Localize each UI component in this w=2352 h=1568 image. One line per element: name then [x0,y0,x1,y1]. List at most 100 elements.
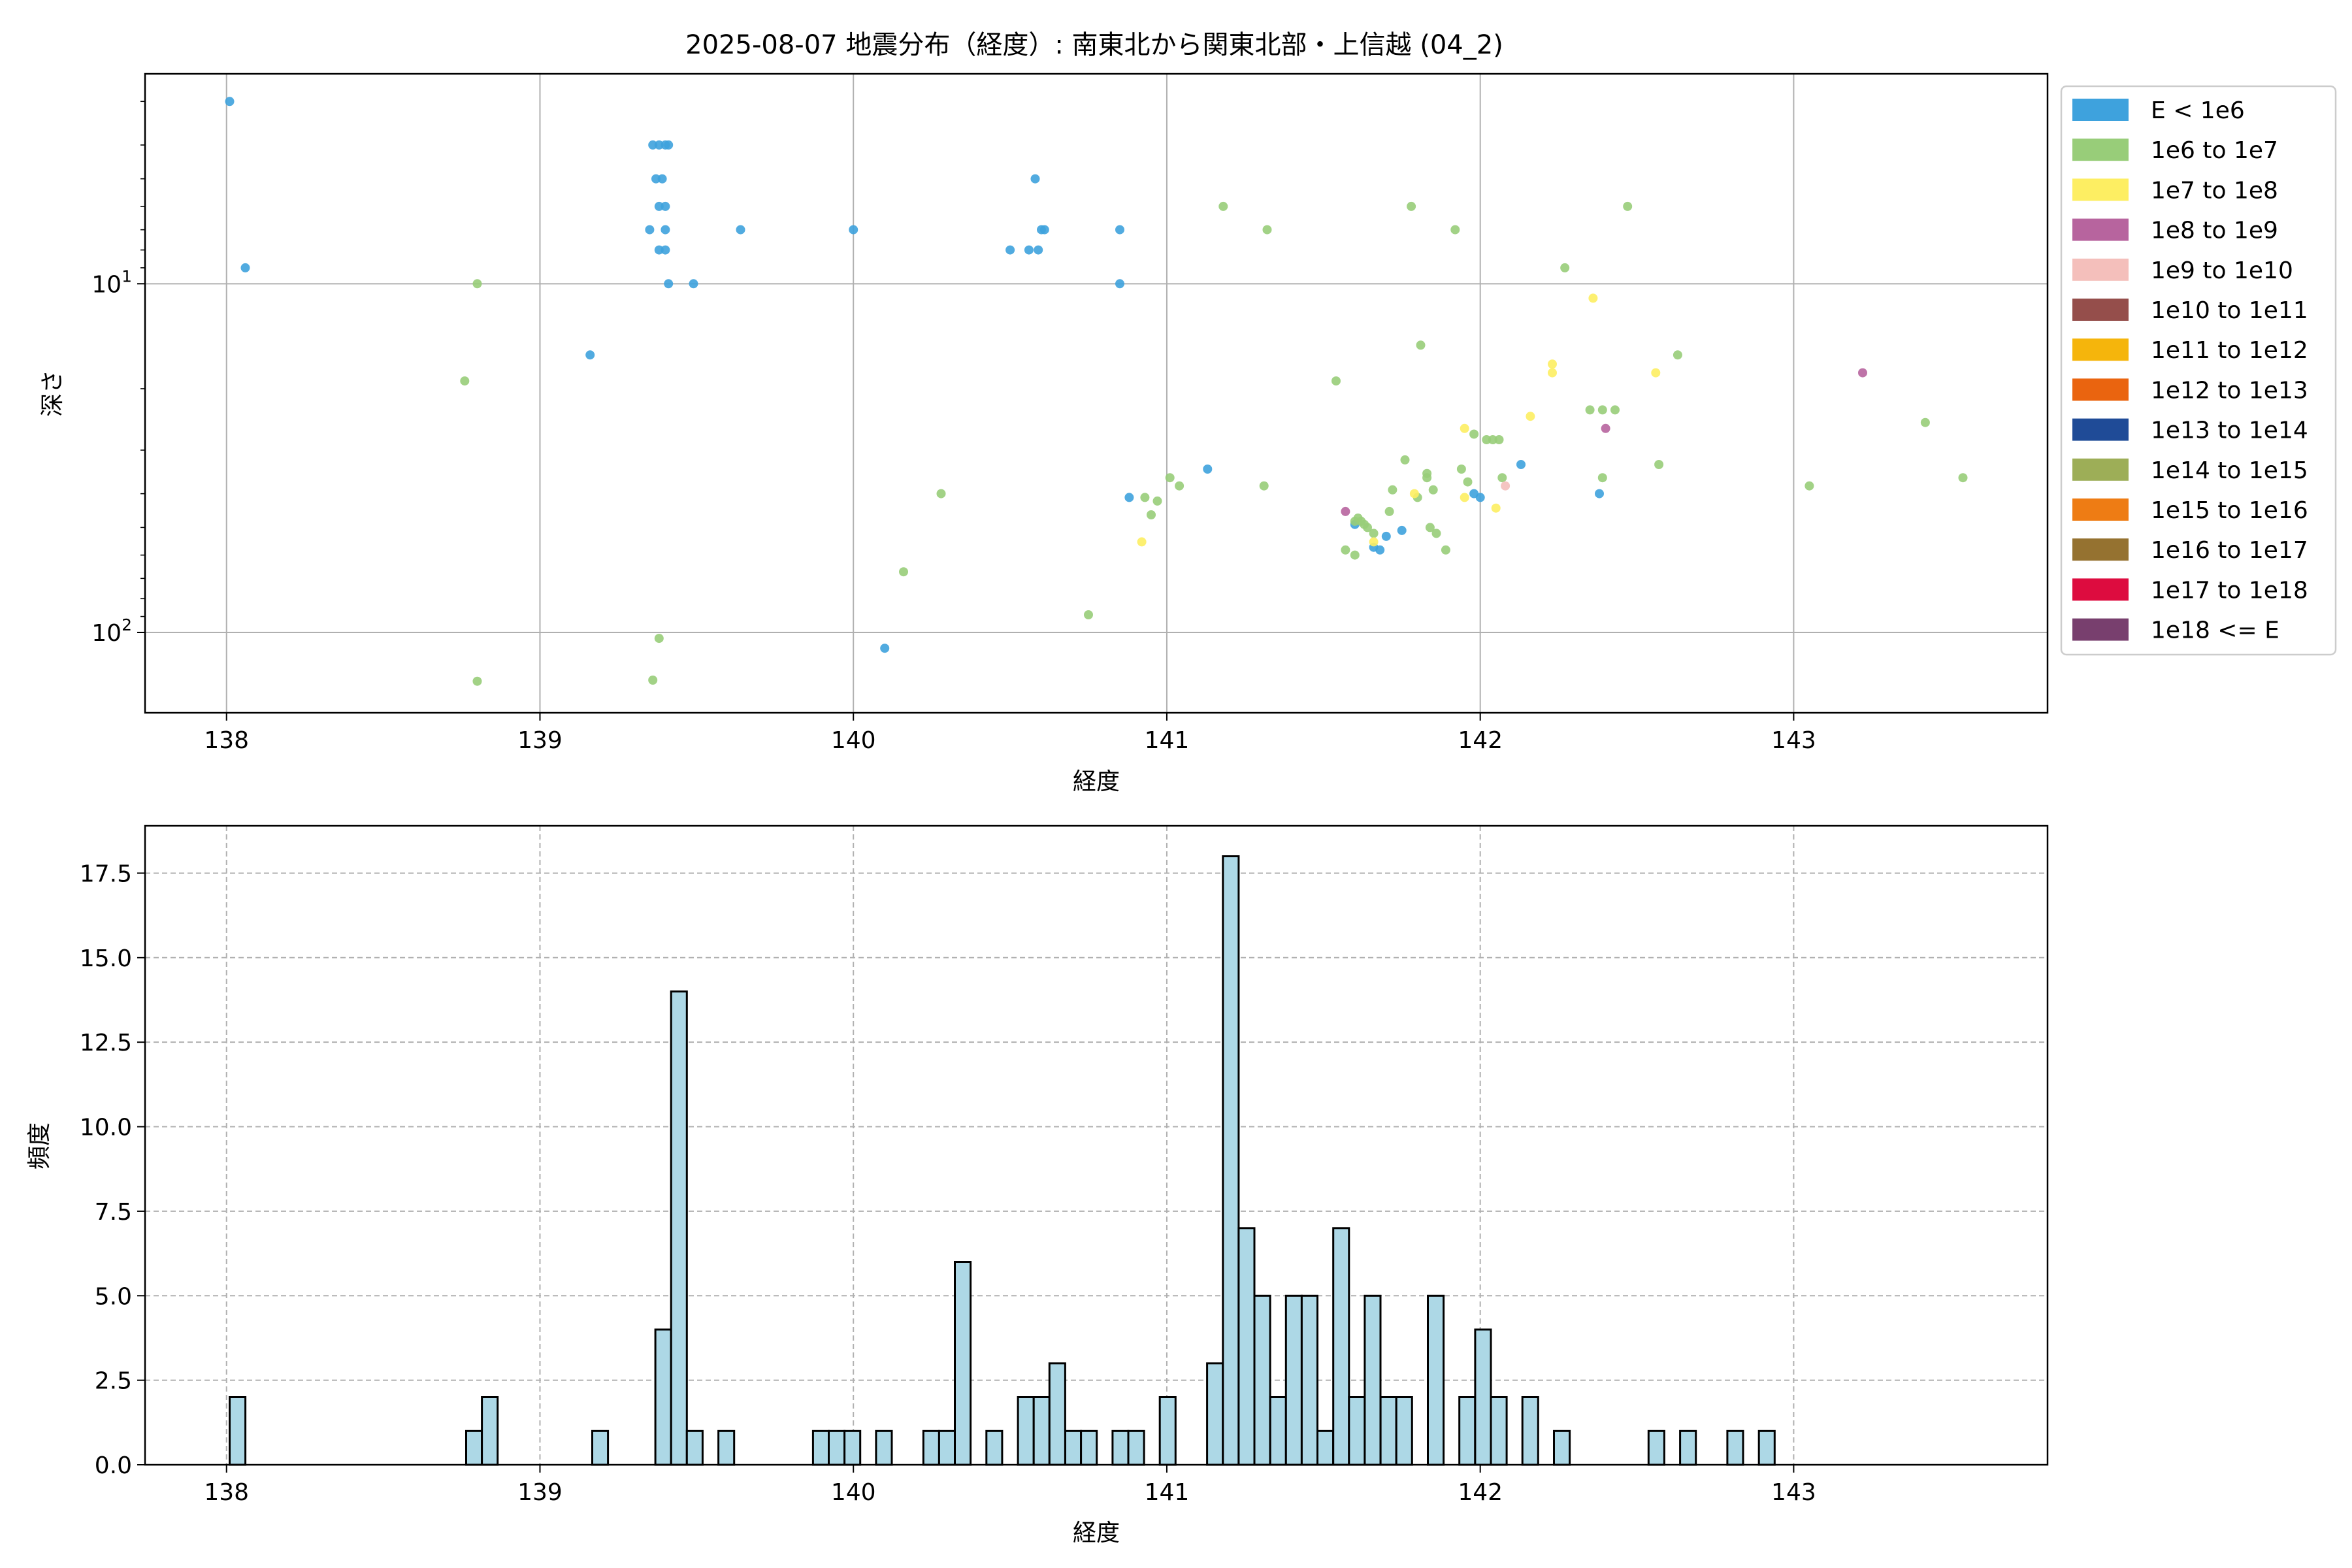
scatter-point [1958,473,1968,483]
scatter-point [654,201,664,211]
scatter-point [1475,493,1485,502]
scatter-point [654,634,664,644]
scatter-point [1463,477,1473,487]
legend: E < 1e6 1e6 to 1e7 1e7 to 1e8 1e8 to 1e9 1e9… [2060,85,2337,656]
histogram-bar [1064,1429,1083,1466]
scatter-point [1673,350,1682,360]
scatter-point [664,140,674,150]
scatter-point [1805,481,1814,491]
scatter-point [1115,279,1124,289]
scatter-x-tick-label: 142 [1458,727,1503,754]
scatter-point [1497,473,1507,483]
scatter-point [849,225,858,235]
scatter-gridlines [145,74,2048,713]
legend-label: 1e7 to 1e8 [2151,177,2278,204]
scatter-point [1491,503,1501,513]
scatter-point [1588,293,1598,303]
legend-swatch [2072,139,2129,161]
histogram-bar [1080,1429,1098,1466]
legend-swatch [2072,538,2129,561]
histogram-bar [1364,1294,1382,1466]
histogram-bar [1647,1429,1665,1466]
histogram-bar [1521,1396,1539,1466]
histogram-bar [875,1429,893,1466]
histogram-panel: 138 139 140 141 142 143 0.0 2.5 5.0 7.5 10.0 12.5 1… [26,825,2049,1546]
scatter-point [1441,545,1450,555]
scatter-point [1375,545,1385,555]
scatter-point [1920,417,1930,427]
scatter-point [654,140,664,150]
histogram-bar [1458,1396,1477,1466]
histogram-y-tick-label: 12.5 [80,1030,132,1056]
legend-swatch [2072,99,2129,121]
scatter-point [1548,359,1557,369]
scatter-point [661,245,670,255]
scatter-axes-frame [144,73,2049,714]
scatter-point [1548,368,1557,378]
histogram-bar [985,1429,1004,1466]
legend-swatch [2072,338,2129,361]
scatter-point [1425,523,1435,532]
scatter-point [1005,245,1015,255]
histogram-bar [1017,1396,1035,1466]
legend-swatch [2072,458,2129,481]
histogram-y-axis-label: 頻度 [26,1122,53,1169]
histogram-bar [922,1429,940,1466]
scatter-point [1623,201,1633,211]
legend-label: 1e11 to 1e12 [2151,337,2308,364]
histogram-x-tick-label: 142 [1458,1479,1503,1506]
histogram-bar [1332,1227,1350,1466]
histogram-y-tick-label: 2.5 [95,1368,132,1395]
legend-items: E < 1e6 1e6 to 1e7 1e7 to 1e8 1e8 to 1e9 1e9… [2072,97,2308,644]
scatter-point [1610,405,1620,415]
legend-label: 1e18 <= E [2151,617,2279,644]
histogram-x-tick-label: 139 [517,1479,563,1506]
legend-label: 1e10 to 1e11 [2151,297,2308,324]
figure-title: 2025-08-07 地震分布（経度）: 南東北から関東北部・上信越 (04_2… [685,30,1503,60]
histogram-bar [481,1396,499,1466]
legend-label: 1e6 to 1e7 [2151,137,2278,164]
histogram-bar [1284,1294,1303,1466]
scatter-point [1597,405,1607,415]
scatter-point [1030,174,1040,184]
legend-label: 1e12 to 1e13 [2151,377,2308,404]
histogram-y-tick-label: 7.5 [95,1199,132,1226]
scatter-point [1350,550,1360,560]
scatter-point [654,245,664,255]
histogram-y-tick-label: 15.0 [80,945,132,972]
scatter-x-tick-label: 140 [831,727,876,754]
histogram-bar [1553,1429,1571,1466]
histogram-bar [843,1429,862,1466]
histogram-x-tick-label: 141 [1145,1479,1190,1506]
histogram-bar [1427,1294,1445,1466]
legend-label: 1e8 to 1e9 [2151,218,2278,244]
scatter-points [225,97,1968,686]
histogram-bar [1379,1396,1397,1466]
scatter-point [1422,473,1432,483]
scatter-point [1175,481,1184,491]
scatter-point [1601,423,1610,433]
scatter-point [1428,485,1438,495]
scatter-x-ticks: 138 139 140 141 142 143 [204,713,1816,754]
histogram-y-ticks: 0.0 2.5 5.0 7.5 10.0 12.5 15.0 17.5 [80,860,145,1479]
scatter-point [1024,245,1034,255]
histogram-bar [1726,1429,1744,1466]
histogram-bar [1222,855,1240,1466]
histogram-bars [229,855,1776,1466]
scatter-point [1137,537,1147,547]
histogram-x-tick-label: 138 [204,1479,249,1506]
scatter-point [240,263,250,272]
scatter-point [661,225,670,235]
legend-frame [2060,85,2337,656]
scatter-point [1152,496,1162,506]
legend-swatch [2072,498,2129,521]
scatter-point [657,174,667,184]
scatter-point [1494,435,1504,444]
histogram-bar [1757,1429,1776,1466]
histogram-bar [1206,1362,1224,1466]
scatter-point [1397,525,1407,535]
scatter-x-tick-label: 143 [1771,727,1816,754]
scatter-point [661,201,670,211]
scatter-point [1140,493,1150,502]
histogram-bar [1237,1227,1256,1466]
